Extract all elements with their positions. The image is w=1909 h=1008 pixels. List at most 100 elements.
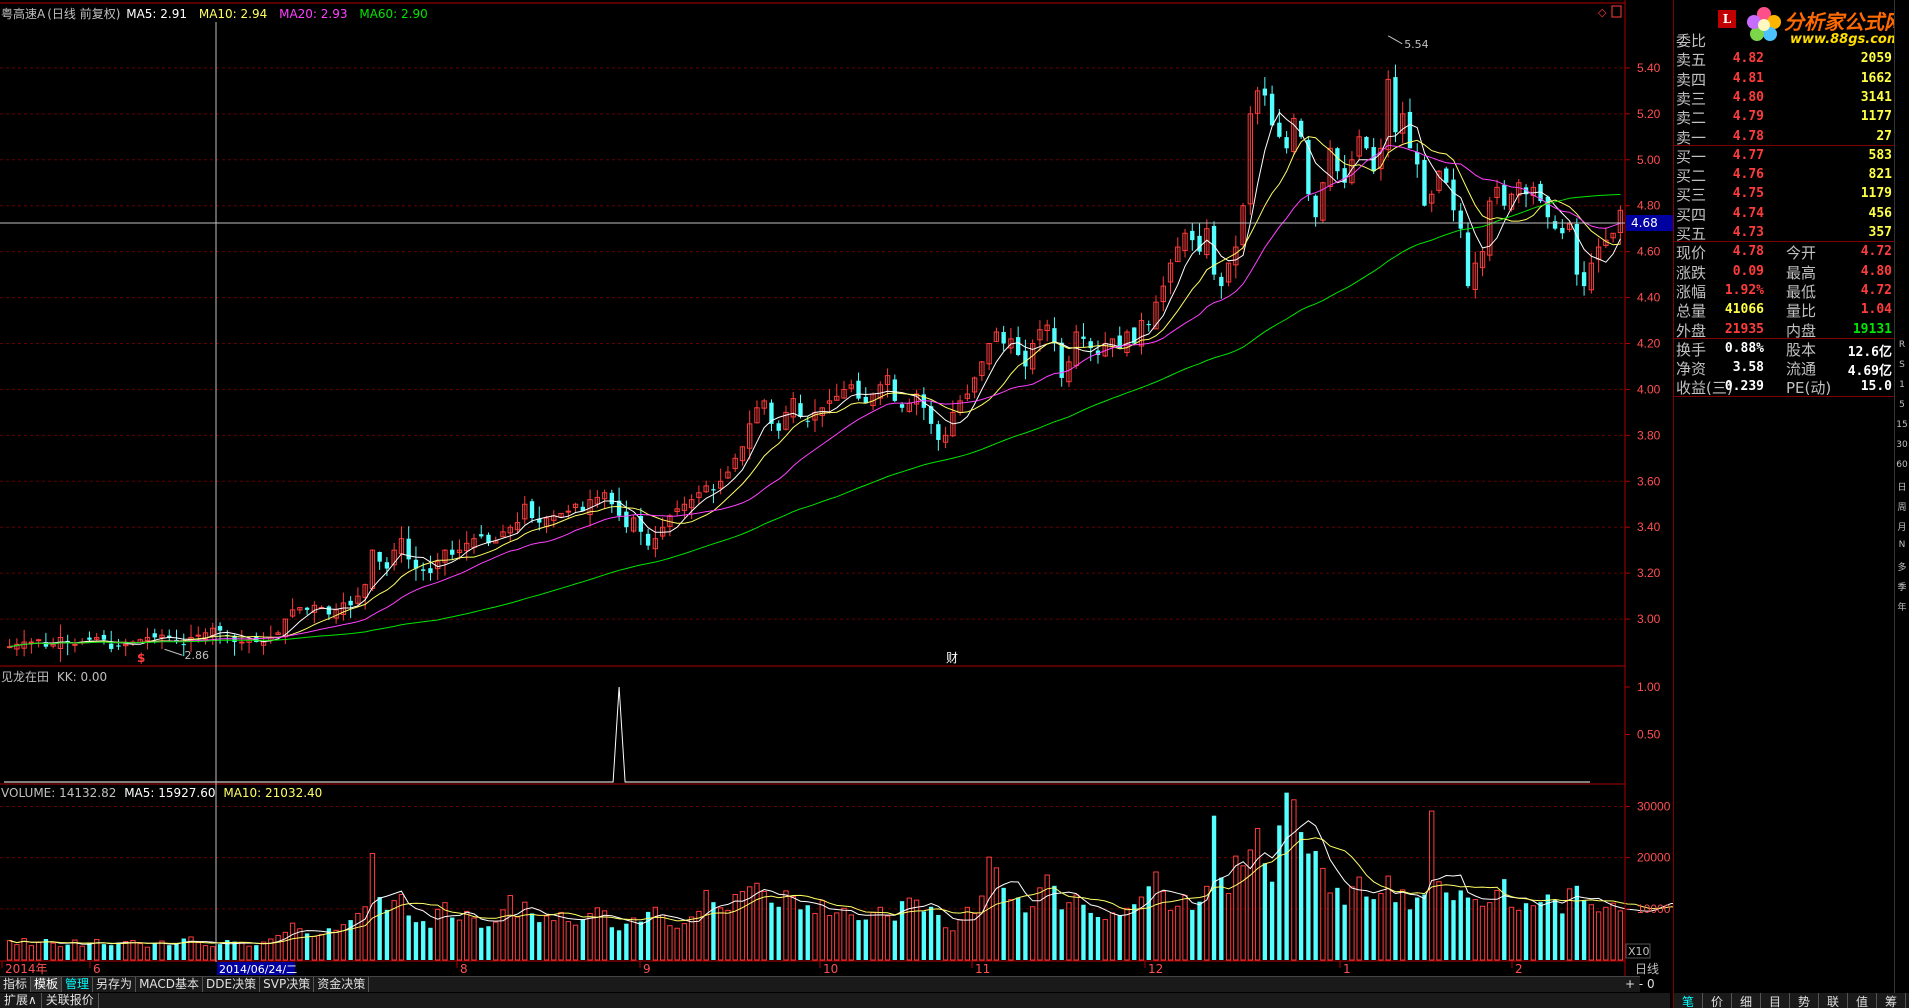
- volume-bar-down: [43, 939, 49, 960]
- candle-body-down: [616, 500, 622, 516]
- tab2-1[interactable]: 关联报价: [42, 993, 99, 1008]
- volume-bar-down: [413, 922, 419, 960]
- volume-bar-down: [1371, 899, 1376, 960]
- candle-body-up: [72, 643, 78, 646]
- quote-panel: L 分析家公式网 www.88gs.com 委比 卖五 4.82 2059 卖四 4.81…: [1673, 0, 1904, 1008]
- period-shortcut-button[interactable]: 日: [1897, 483, 1907, 493]
- volume-bar-down: [1262, 863, 1268, 960]
- quote-row[interactable]: 买一 4.77 583: [1676, 146, 1894, 166]
- volume-bar-down: [1197, 901, 1202, 960]
- quote-row[interactable]: 买五 4.73 357: [1676, 223, 1894, 243]
- period-shortcut-button[interactable]: 年: [1897, 603, 1907, 613]
- quote-row[interactable]: 买四 4.74 456: [1676, 204, 1894, 224]
- quote-tab-3[interactable]: 目: [1761, 993, 1790, 1008]
- quote-price: 4.73: [1732, 225, 1764, 240]
- period-shortcut-button[interactable]: 周: [1897, 503, 1907, 513]
- volume-bar-up: [297, 928, 303, 961]
- stat-value-2: 1.04: [1860, 302, 1892, 318]
- quote-label: 买五: [1676, 225, 1707, 243]
- quote-tab-0[interactable]: 笔: [1674, 993, 1703, 1008]
- volume-bar-up: [79, 945, 85, 961]
- l-badge-icon[interactable]: L: [1718, 10, 1736, 28]
- volume-bar-up: [493, 921, 499, 961]
- quote-row[interactable]: 卖五 4.82 2059: [1676, 49, 1894, 70]
- candle-body-down: [1298, 120, 1304, 137]
- quote-tab-4[interactable]: 势: [1790, 993, 1819, 1008]
- candle-body-up: [514, 522, 521, 531]
- volume-bar-down: [1560, 913, 1565, 960]
- volume-bar-up: [543, 915, 550, 961]
- quote-label: 卖二: [1676, 109, 1707, 128]
- finance-marker: 财: [946, 651, 958, 665]
- volume-bar-up: [398, 893, 405, 961]
- tab2-0[interactable]: 扩展∧: [0, 993, 42, 1008]
- volume-bar-down: [1146, 886, 1151, 960]
- volume-bar-up: [950, 930, 956, 961]
- period-shortcut-button[interactable]: R: [1898, 340, 1906, 350]
- candle-body-up: [1487, 200, 1493, 256]
- tab-1[interactable]: 模板: [31, 977, 63, 992]
- zoom-buttons[interactable]: + - 0: [1625, 977, 1655, 991]
- candle-body-up: [761, 400, 767, 409]
- quote-row[interactable]: 卖一 4.78 27: [1676, 127, 1894, 147]
- candle-body-down: [428, 568, 433, 574]
- stat-label-2: 最低: [1786, 282, 1817, 301]
- candle-body-down: [1342, 168, 1347, 183]
- volume-bar-down: [1284, 792, 1289, 960]
- quote-row[interactable]: 买三 4.75 1179: [1676, 184, 1894, 204]
- volume-bar-down: [384, 909, 390, 960]
- period-shortcut-button[interactable]: 30: [1896, 440, 1908, 450]
- quote-price: 4.76: [1732, 167, 1764, 183]
- period-shortcut-button[interactable]: S: [1899, 360, 1905, 370]
- quote-tab-2[interactable]: 细: [1732, 993, 1761, 1008]
- volume-bar-up: [979, 895, 985, 961]
- volume-bar-up: [72, 939, 78, 961]
- period-shortcut-button[interactable]: 1: [1899, 380, 1905, 390]
- tab-0[interactable]: 指标: [0, 977, 32, 992]
- period-shortcut-button[interactable]: N: [1898, 540, 1906, 550]
- stat-value-2: 4.72: [1860, 244, 1892, 260]
- candle-body-up: [1160, 285, 1166, 303]
- quote-label: 买一: [1676, 147, 1707, 166]
- period-shortcut-button[interactable]: 月: [1897, 523, 1907, 533]
- candle-body-up: [1610, 232, 1616, 239]
- quote-tab-7[interactable]: 筹: [1877, 993, 1906, 1008]
- tab-6[interactable]: SVP决策: [260, 977, 315, 992]
- quote-tab-5[interactable]: 联: [1819, 993, 1848, 1008]
- tab-2[interactable]: 管理: [62, 977, 94, 992]
- volume-bar-up: [834, 912, 840, 961]
- bottom-tab-bar: 指标 模板 管理 另存为 MACD基本 DDE决策 SVP决策 资金决策 + - 0: [0, 976, 1655, 992]
- quote-row[interactable]: 卖二 4.79 1177: [1676, 107, 1894, 128]
- period-shortcut-button[interactable]: 60: [1896, 460, 1908, 470]
- tab-3[interactable]: 另存为: [93, 977, 137, 992]
- quote-label: 卖四: [1676, 70, 1707, 89]
- high-pointer: [1387, 35, 1403, 45]
- period-shortcut-button[interactable]: 5: [1899, 400, 1905, 410]
- volume-bar-down: [1277, 825, 1282, 960]
- tab-7[interactable]: 资金决策: [314, 977, 370, 992]
- volume-bar-down: [856, 920, 861, 960]
- stat-value-2: 12.6亿: [1847, 344, 1892, 360]
- stock-chart-canvas[interactable]: 3.00 3.20 3.40 3.60 3.80 4.00 4.20 4.40 4.60 4.80…: [0, 0, 1673, 976]
- candle-body-up: [275, 632, 281, 635]
- price-tick-label: 3.40: [1637, 520, 1661, 534]
- quote-label: 卖五: [1676, 51, 1707, 70]
- candle-body-down: [1313, 195, 1318, 218]
- volume-bar-down: [624, 923, 629, 960]
- tab-4[interactable]: MACD基本: [136, 977, 204, 992]
- quote-tab-6[interactable]: 值: [1848, 993, 1877, 1008]
- volume-bar-up: [1349, 886, 1355, 961]
- period-shortcut-button[interactable]: 15: [1896, 420, 1908, 430]
- tab-5[interactable]: DDE决策: [203, 977, 261, 992]
- quote-row[interactable]: 买二 4.76 821: [1676, 165, 1894, 185]
- month-label: 12: [1148, 962, 1163, 976]
- quote-volume: 821: [1868, 167, 1892, 183]
- quote-row[interactable]: 卖四 4.81 1662: [1676, 69, 1894, 89]
- period-shortcut-button[interactable]: 多: [1897, 563, 1907, 573]
- quote-price: 4.80: [1732, 89, 1764, 105]
- candle-body-up: [391, 549, 397, 566]
- quote-row[interactable]: 卖三 4.80 3141: [1676, 88, 1894, 108]
- quote-tab-1[interactable]: 价: [1703, 993, 1732, 1008]
- period-shortcut-button[interactable]: 季: [1897, 583, 1907, 593]
- candle-body-down: [624, 511, 629, 528]
